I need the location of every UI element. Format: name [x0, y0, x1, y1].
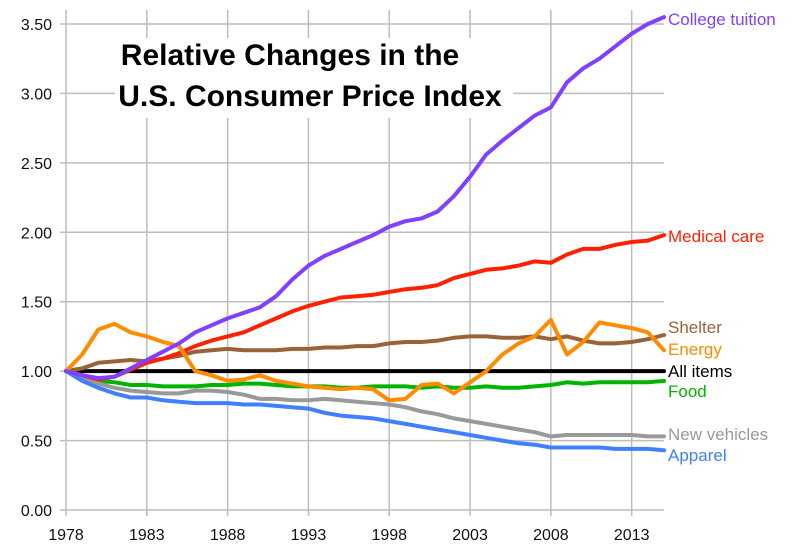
y-tick-label: 2.50 — [21, 156, 52, 173]
x-tick-label: 1988 — [210, 527, 246, 544]
x-tick-label: 2003 — [452, 527, 488, 544]
series-line-apparel — [64, 369, 666, 453]
title-line-1: Relative Changes in the — [121, 39, 459, 72]
y-tick-label: 0.00 — [21, 503, 52, 520]
series-label-energy: Energy — [668, 340, 722, 359]
y-tick-label: 1.00 — [21, 364, 52, 381]
series-labels: College tuition Medical care Shelter Energy… — [668, 10, 776, 465]
x-tick-label: 2008 — [533, 527, 569, 544]
chart-title: Relative Changes in the U.S. Consumer Pr… — [115, 38, 513, 118]
x-tick-label: 1998 — [371, 527, 407, 544]
y-tick-label: 3.00 — [21, 86, 52, 103]
series-line-new-vehicles — [64, 369, 666, 439]
y-tick-label: 3.50 — [21, 17, 52, 34]
series-label-shelter: Shelter — [668, 318, 722, 337]
x-axis: 1978 1983 1988 1993 1998 2003 2008 2013 — [48, 527, 649, 544]
series-label-medical-care: Medical care — [668, 227, 764, 246]
x-tick-label: 1993 — [291, 527, 327, 544]
x-tick-label: 1978 — [48, 527, 84, 544]
series-label-apparel: Apparel — [668, 446, 727, 465]
series-label-food: Food — [668, 382, 707, 401]
series-label-all-items: All items — [668, 362, 732, 381]
series-label-college-tuition: College tuition — [668, 10, 776, 29]
series-line-medical-care — [64, 233, 666, 382]
y-tick-label: 0.50 — [21, 434, 52, 451]
series-label-new-vehicles: New vehicles — [668, 425, 768, 444]
x-tick-label: 1983 — [129, 527, 165, 544]
series-line-food — [64, 369, 666, 390]
series-lines — [64, 15, 666, 453]
title-line-2: U.S. Consumer Price Index — [118, 80, 502, 113]
y-tick-label: 2.00 — [21, 225, 52, 242]
y-axis: 0.00 0.50 1.00 1.50 2.00 2.50 3.00 3.50 — [21, 17, 52, 520]
series-line-college-tuition — [64, 15, 666, 381]
y-tick-label: 1.50 — [21, 295, 52, 312]
x-tick-label: 2013 — [614, 527, 650, 544]
series-line-energy — [64, 317, 666, 403]
title-background — [115, 38, 513, 118]
